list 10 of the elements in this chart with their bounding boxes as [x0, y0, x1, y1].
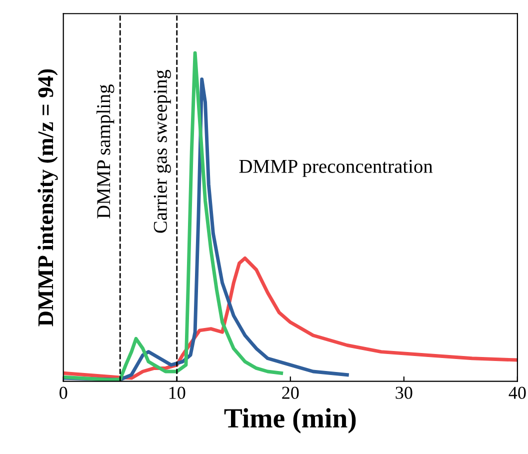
annotation: DMMP preconcentration [239, 160, 433, 177]
x-tick-label: 40 [508, 386, 526, 399]
x-tick-label: 30 [396, 386, 412, 399]
ref-line-label: DMMP sampling [96, 84, 114, 218]
y-axis-title: DMMP intensity (m/z = 94) [38, 69, 58, 326]
x-tick-label: 20 [282, 386, 299, 399]
x-tick-label: 10 [169, 386, 186, 399]
x-axis-title: Time (min) [224, 408, 356, 434]
x-tick-label: 0 [60, 386, 68, 399]
ref-line-label: Carrier gas sweeping [154, 70, 171, 233]
